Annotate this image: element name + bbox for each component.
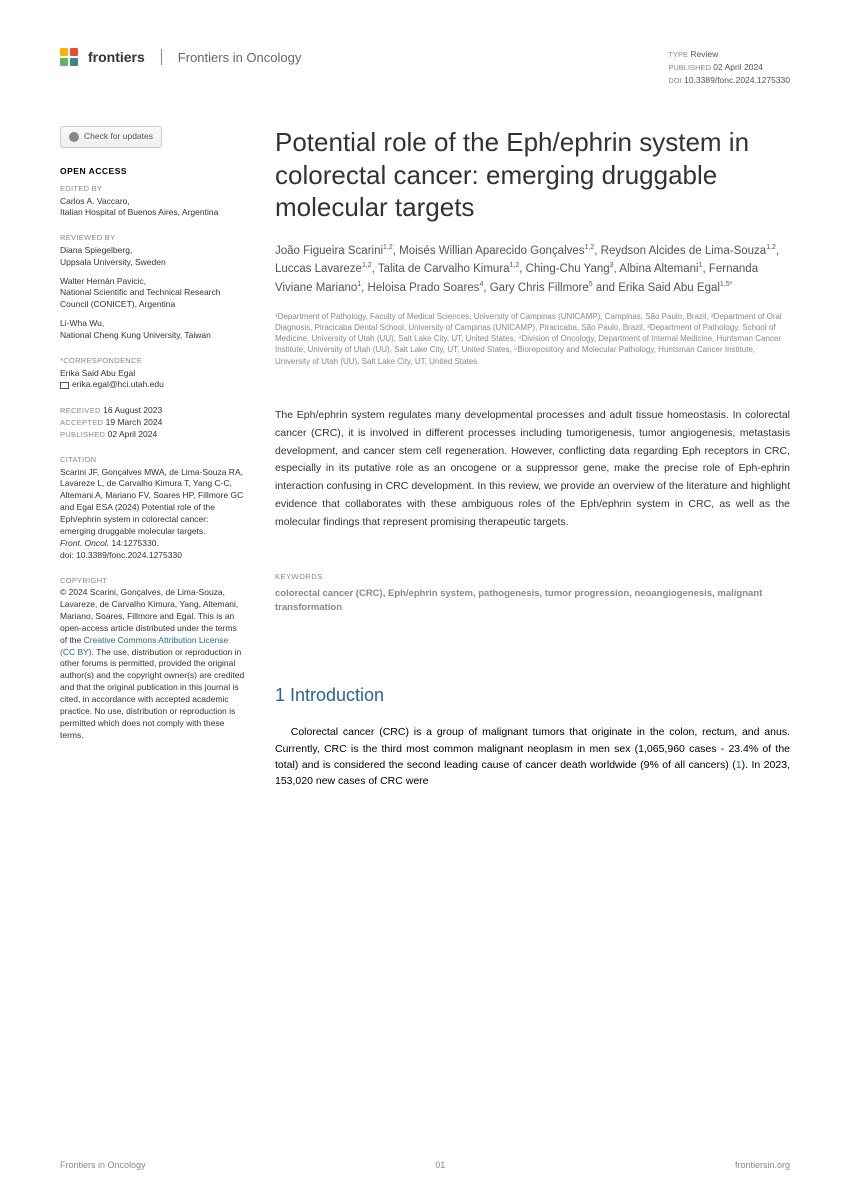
page-header: frontiers Frontiers in Oncology TYPE Rev…	[60, 48, 790, 86]
reviewer-name: Walter Hernán Pavicic,	[60, 276, 245, 288]
affiliations: ¹Department of Pathology, Faculty of Med…	[275, 311, 790, 367]
keywords-label: KEYWORDS	[275, 572, 790, 581]
frontiers-logo-icon	[60, 48, 78, 66]
article-type: Review	[690, 49, 718, 59]
refresh-icon	[69, 132, 79, 142]
published-label: PUBLISHED	[668, 63, 711, 72]
accepted-label: ACCEPTED	[60, 418, 103, 427]
doi-value: 10.3389/fonc.2024.1275330	[684, 75, 790, 85]
reviewer-affiliation: National Scientific and Technical Resear…	[60, 287, 245, 311]
section-heading-introduction: 1 Introduction	[275, 685, 790, 706]
intro-paragraph: Colorectal cancer (CRC) is a group of ma…	[275, 724, 790, 789]
reviewer-affiliation: National Cheng Kung University, Taiwan	[60, 330, 245, 342]
edited-by-label: EDITED BY	[60, 184, 245, 195]
correspondence-label: *CORRESPONDENCE	[60, 356, 245, 367]
editor-name: Carlos A. Vaccaro,	[60, 196, 245, 208]
brand-name: frontiers	[88, 49, 145, 65]
reviewer-name: Li-Wha Wu,	[60, 318, 245, 330]
check-updates-label: Check for updates	[84, 131, 153, 143]
correspondence-name: Erika Said Abu Egal	[60, 368, 245, 380]
accepted-date: 19 March 2024	[106, 417, 163, 427]
type-label: TYPE	[668, 50, 688, 59]
received-date: 16 August 2023	[103, 405, 162, 415]
header-brand-block: frontiers Frontiers in Oncology	[60, 48, 301, 66]
footer-journal: Frontiers in Oncology	[60, 1160, 146, 1170]
citation-volume: 14:1275330.	[112, 538, 159, 548]
journal-name: Frontiers in Oncology	[178, 50, 302, 65]
authors-list: João Figueira Scarini1,2, Moisés Willian…	[275, 242, 790, 297]
keywords: colorectal cancer (CRC), Eph/ephrin syst…	[275, 587, 790, 616]
citation-label: CITATION	[60, 455, 245, 466]
copyright-post: . The use, distribution or reproduction …	[60, 647, 244, 740]
abstract: The Eph/ephrin system regulates many dev…	[275, 407, 790, 532]
footer-page-number: 01	[435, 1160, 445, 1170]
pub-date: 02 April 2024	[108, 429, 158, 439]
main-content: Potential role of the Eph/ephrin system …	[275, 126, 790, 789]
footer-url[interactable]: frontiersin.org	[735, 1160, 790, 1170]
correspondence-email[interactable]: erika.egal@hci.utah.edu	[72, 379, 164, 389]
sidebar: Check for updates OPEN ACCESS EDITED BY …	[60, 126, 245, 789]
page-footer: Frontiers in Oncology 01 frontiersin.org	[60, 1160, 790, 1170]
editor-affiliation: Italian Hospital of Buenos Aires, Argent…	[60, 207, 245, 219]
reviewed-by-label: REVIEWED BY	[60, 233, 245, 244]
copyright-label: COPYRIGHT	[60, 576, 245, 587]
published-date: 02 April 2024	[713, 62, 763, 72]
reviewer-affiliation: Uppsala University, Sweden	[60, 257, 245, 269]
pub-label: PUBLISHED	[60, 430, 105, 439]
doi-label: DOI	[668, 76, 681, 85]
header-meta: TYPE Review PUBLISHED 02 April 2024 DOI …	[668, 48, 790, 86]
copyright-text: © 2024 Scarini, Gonçalves, de Lima-Souza…	[60, 587, 245, 742]
mail-icon	[60, 382, 69, 389]
reviewer-name: Diana Spiegelberg,	[60, 245, 245, 257]
article-title: Potential role of the Eph/ephrin system …	[275, 126, 790, 224]
received-label: RECEIVED	[60, 406, 101, 415]
citation-doi: doi: 10.3389/fonc.2024.1275330	[60, 550, 245, 562]
citation-text: Scarini JF, Gonçalves MWA, de Lima-Souza…	[60, 467, 245, 538]
check-updates-button[interactable]: Check for updates	[60, 126, 162, 148]
citation-journal: Front. Oncol.	[60, 538, 109, 548]
header-divider	[161, 49, 162, 65]
open-access-heading: OPEN ACCESS	[60, 166, 245, 178]
